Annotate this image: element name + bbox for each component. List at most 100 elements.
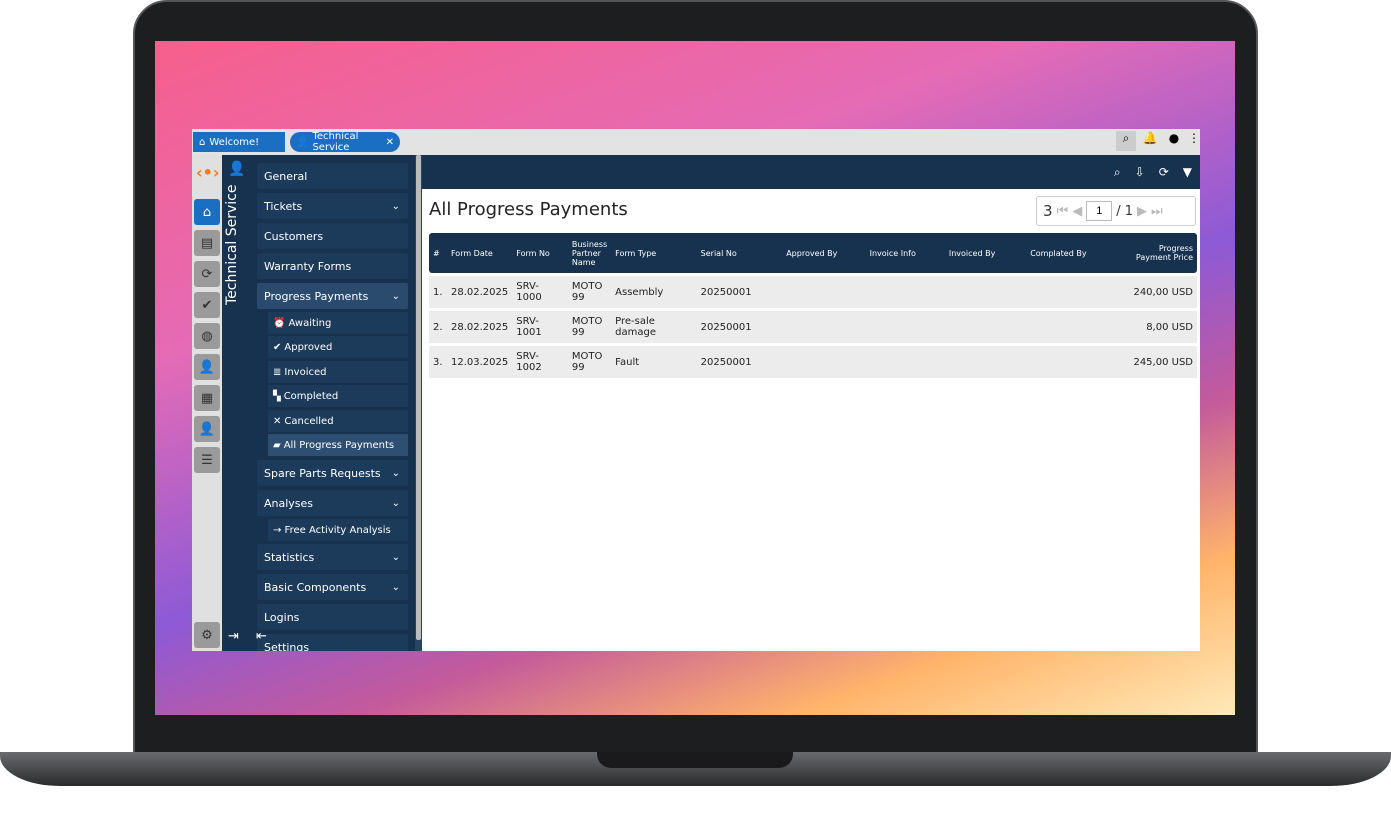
column-header[interactable]: Approved By	[782, 233, 866, 273]
table-cell: Fault	[611, 346, 697, 378]
submenu-free-activity-analysis[interactable]: → Free Activity Analysis	[268, 519, 408, 541]
table-cell	[865, 276, 945, 308]
module-strip: 👤 Technical Service ⇥	[222, 155, 250, 651]
table-cell	[1026, 311, 1118, 343]
tab-welcome[interactable]: ⌂ Welcome!	[193, 132, 285, 152]
tab-technical-service[interactable]: 👤 Technical Service ✕	[290, 131, 400, 153]
table-cell: SRV-1000	[512, 276, 568, 308]
home-icon: ⌂	[199, 136, 206, 148]
column-header[interactable]: Progress Payment Price	[1117, 233, 1197, 273]
column-header[interactable]: Complated By	[1026, 233, 1118, 273]
pagination: 3 ⏮ ◀ / 1 ▶ ⏭	[1036, 196, 1196, 226]
table-cell: 20250001	[696, 276, 783, 308]
table-cell: 245,00 USD	[1117, 346, 1197, 378]
technician-icon: 👤	[296, 136, 309, 148]
close-icon[interactable]: ✕	[385, 136, 394, 148]
collapse-menu-icon[interactable]: ⇤	[256, 629, 267, 644]
submenu-awaiting[interactable]: ⏰ Awaiting	[268, 312, 408, 334]
sync-icon[interactable]: ⟳	[194, 261, 220, 287]
chevron-down-icon: ⌄	[391, 581, 400, 593]
menu-tickets[interactable]: Tickets ⌄	[257, 193, 408, 219]
table-cell: 1.	[429, 276, 447, 308]
table-cell: 20250001	[696, 311, 783, 343]
column-header[interactable]: #	[429, 233, 447, 273]
globe-icon[interactable]: ◍	[194, 323, 220, 349]
search-icon[interactable]: ⌕	[1116, 131, 1136, 151]
table-cell: 12.03.2025	[446, 346, 513, 378]
record-count: 3	[1043, 202, 1053, 220]
table-cell	[782, 311, 866, 343]
submenu-completed[interactable]: ▚ Completed	[268, 385, 408, 407]
submenu-cancelled[interactable]: ✕ Cancelled	[268, 410, 408, 432]
calculator-icon[interactable]: ▦	[194, 385, 220, 411]
table-cell	[782, 346, 866, 378]
menu-scrollbar[interactable]	[415, 155, 422, 651]
first-page-icon[interactable]: ⏮	[1056, 203, 1069, 219]
table-row[interactable]: 1. 28.02.2025 SRV-1000 MOTO 99 Assembly 20250…	[429, 276, 1197, 308]
next-page-icon[interactable]: ▶	[1137, 203, 1148, 219]
check-icon[interactable]: ✔	[194, 292, 220, 318]
menu-statistics[interactable]: Statistics ⌄	[257, 544, 408, 570]
table-cell	[1026, 276, 1118, 308]
filter-icon[interactable]: ▼	[1182, 165, 1192, 179]
table-cell	[944, 346, 1027, 378]
menu-logins[interactable]: Logins	[257, 604, 408, 630]
table-cell: 28.02.2025	[446, 276, 513, 308]
refresh-icon[interactable]: ⟳	[1158, 165, 1169, 179]
menu-progress-payments[interactable]: Progress Payments ⌄	[257, 283, 408, 309]
page-input[interactable]	[1086, 201, 1113, 221]
user-avatar-icon[interactable]: ●	[1168, 131, 1180, 145]
page-total: / 1	[1116, 203, 1134, 219]
column-header[interactable]: Invoice Info	[865, 233, 945, 273]
menu-warranty-forms[interactable]: Warranty Forms	[257, 253, 408, 279]
search-icon[interactable]: ⌕	[1113, 164, 1121, 179]
list-icon: ≣	[273, 366, 282, 378]
table-cell: SRV-1001	[512, 311, 568, 343]
export-icon[interactable]: ⇩	[1134, 165, 1145, 179]
column-header[interactable]: Form Type	[611, 233, 697, 273]
page-title: All Progress Payments	[429, 199, 628, 220]
notes-icon[interactable]: ▤	[194, 230, 220, 256]
folders-icon: ▰	[273, 439, 281, 451]
last-page-icon[interactable]: ⏭	[1151, 203, 1163, 219]
logo-icon: ‹•›	[196, 163, 220, 182]
technician-icon[interactable]: 👤	[194, 354, 220, 380]
table-cell: 20250001	[696, 346, 783, 378]
column-header[interactable]: Invoiced By	[944, 233, 1027, 273]
logout-icon[interactable]: ⇥	[228, 629, 239, 644]
laptop-notch	[597, 752, 793, 768]
column-header[interactable]: Business Partner Name	[567, 233, 612, 273]
table-cell	[944, 311, 1027, 343]
chevron-down-icon: ⌄	[391, 290, 400, 302]
completed-icon: ▚	[273, 390, 281, 402]
table-cell: Assembly	[611, 276, 697, 308]
user-settings-icon[interactable]: ⚙	[194, 622, 220, 648]
tab-bar: ⌂ Welcome! 👤 Technical Service ✕ ⌕ 🔔 ● ⋮	[192, 129, 1200, 155]
table-row[interactable]: 2. 28.02.2025 SRV-1001 MOTO 99 Pre-sale dama…	[429, 311, 1197, 343]
menu-spare-parts-requests[interactable]: Spare Parts Requests ⌄	[257, 460, 408, 486]
table-cell: 2.	[429, 311, 447, 343]
menu-settings[interactable]: Settings	[257, 634, 408, 651]
x-icon: ✕	[273, 415, 282, 427]
column-header[interactable]: Serial No	[696, 233, 783, 273]
table-cell: SRV-1002	[512, 346, 568, 378]
menu-general[interactable]: General	[257, 163, 408, 189]
icon-rail: ‹•› ⌂ ▤ ⟳ ✔ ◍ 👤 ▦ 👤 ☰ ⚙	[192, 155, 222, 651]
submenu-all-progress-payments[interactable]: ▰ All Progress Payments	[268, 434, 408, 456]
prev-page-icon[interactable]: ◀	[1072, 203, 1083, 219]
technician-icon: 👤	[228, 161, 246, 177]
home-icon[interactable]: ⌂	[194, 199, 220, 225]
menu-customers[interactable]: Customers	[257, 223, 408, 249]
settings-list-icon[interactable]: ☰	[194, 447, 220, 473]
menu-basic-components[interactable]: Basic Components ⌄	[257, 574, 408, 600]
table-row[interactable]: 3. 12.03.2025 SRV-1002 MOTO 99 Fault 20250001…	[429, 346, 1197, 378]
column-header[interactable]: Form Date	[446, 233, 513, 273]
submenu-invoiced[interactable]: ≣ Invoiced	[268, 361, 408, 383]
more-icon[interactable]: ⋮	[1188, 131, 1200, 145]
submenu-approved[interactable]: ✔ Approved	[268, 336, 408, 358]
bell-icon[interactable]: 🔔	[1142, 131, 1158, 145]
column-header[interactable]: Form No	[512, 233, 568, 273]
user-icon[interactable]: 👤	[194, 416, 220, 442]
menu-analyses[interactable]: Analyses ⌄	[257, 490, 408, 516]
main-content: ⌕ ⇩ ⟳ ▼ All Progress Payments 3 ⏮ ◀ / 1 …	[422, 155, 1200, 651]
